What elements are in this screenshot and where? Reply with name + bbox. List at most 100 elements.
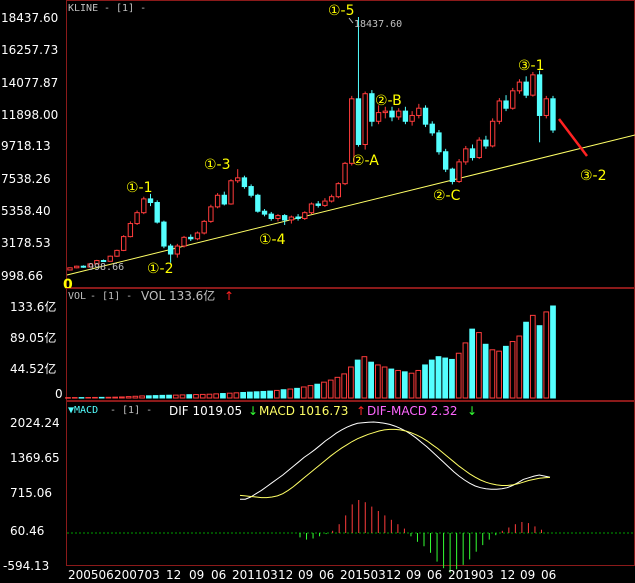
volume-bar (314, 383, 321, 399)
volume-bar (186, 394, 193, 399)
kline-y-tick: 16257.73 (1, 43, 58, 57)
x-tick: 06 (319, 568, 334, 582)
candle-body (261, 210, 268, 215)
volume-bar (476, 332, 482, 399)
volume-bar (462, 342, 469, 399)
candle-body (201, 220, 207, 234)
volume-bar (334, 376, 341, 399)
candle-body (214, 194, 221, 208)
candle-body (302, 212, 308, 219)
x-tick: 09 (298, 568, 313, 582)
candle-body (389, 110, 395, 118)
high-label-leader (348, 17, 354, 24)
candle-body (328, 196, 335, 202)
volume-bar (294, 387, 300, 399)
x-tick: 09 (406, 568, 421, 582)
candle-body (167, 245, 174, 255)
volume-bar (280, 389, 287, 399)
x-tick: 12 (166, 568, 181, 582)
x-tick: 201103 (232, 568, 278, 582)
x-tick: 06 (211, 568, 226, 582)
candle-body (536, 74, 543, 116)
x-tick: 200506 (68, 568, 114, 582)
macd-y-tick: 60.46 (10, 524, 44, 538)
volume-bar (435, 356, 442, 399)
volume-bar (489, 349, 496, 399)
kline-header-params: - [1] - (104, 3, 146, 14)
candle-body (194, 232, 201, 240)
candle-body (295, 216, 301, 219)
candle-body (456, 161, 462, 182)
candle-body (188, 236, 194, 240)
candle-body (315, 203, 321, 206)
volume-bar (300, 386, 307, 399)
kline-panel: KLINE - [1] - 18437.60 16257.73 14077.87… (1, 0, 635, 293)
dea-line (239, 428, 551, 499)
volume-bar (550, 305, 556, 399)
volume-bar (233, 392, 240, 399)
candle-body (288, 216, 295, 221)
candle-body (530, 74, 536, 96)
volume-bar (401, 371, 408, 399)
volume-bar (253, 391, 260, 399)
kline-y-tick: 14077.87 (1, 76, 58, 90)
candle-body (355, 98, 362, 145)
candle-body (248, 186, 254, 196)
x-tick: 200703 (114, 568, 160, 582)
candle-body (449, 168, 456, 182)
volume-bar (267, 390, 273, 399)
candle-body (510, 90, 516, 109)
dif-arrow: ↓ (248, 404, 258, 418)
volume-bar (247, 391, 253, 399)
vol-indicator-label: VOL 133.6亿 (141, 288, 215, 303)
candle-body (342, 162, 348, 185)
x-tick: 09 (189, 568, 204, 582)
high-label: 18437.60 (354, 19, 402, 30)
candle-body (141, 198, 147, 214)
candle-body (375, 112, 382, 122)
volume-bar (112, 396, 119, 399)
wave-label-1-4: ①-4 (259, 232, 286, 248)
volume-bar (139, 395, 145, 399)
volume-bar (78, 397, 85, 399)
low-label: 998.66 (88, 262, 124, 273)
difmacd-label: DIF-MACD 2.32 (367, 404, 458, 418)
volume-bar (502, 345, 509, 399)
volume-bar (172, 394, 179, 399)
candle-body (107, 255, 113, 262)
volume-bar (213, 393, 220, 399)
candle-body (335, 183, 342, 198)
volume-bar (509, 341, 516, 399)
candle-body (409, 114, 415, 122)
candle-body (154, 202, 160, 223)
candle-body (496, 100, 503, 122)
candle-body (362, 93, 368, 145)
macd-y-tick: 715.06 (10, 486, 52, 500)
candle-body (429, 123, 435, 134)
candle-body (120, 236, 127, 251)
wave-label-1-5: ①-5 (328, 3, 355, 19)
macd-header-params: - [1] - (110, 405, 152, 416)
volume-bar (415, 369, 422, 399)
x-tick: 09 (520, 568, 535, 582)
candle-body (174, 245, 181, 255)
volume-bar (71, 397, 78, 399)
volume-bar (408, 372, 415, 399)
wave-label-2-a: ②-A (352, 153, 379, 169)
macd-y-tick: -594.13 (3, 559, 49, 573)
volume-bar (321, 381, 327, 399)
candle-body (369, 93, 375, 122)
projection-line (558, 118, 588, 157)
volume-bar (85, 397, 92, 399)
volume-bar (388, 368, 395, 399)
x-tick: 12 (278, 568, 293, 582)
kline-header-name: KLINE (68, 3, 98, 14)
volume-bar (354, 359, 361, 399)
kline-y-tick: 18437.60 (1, 11, 58, 25)
volume-bar (341, 373, 348, 399)
volume-bar (482, 343, 489, 399)
candle-body (396, 110, 402, 118)
dif-label: DIF 1019.05 (169, 404, 242, 418)
